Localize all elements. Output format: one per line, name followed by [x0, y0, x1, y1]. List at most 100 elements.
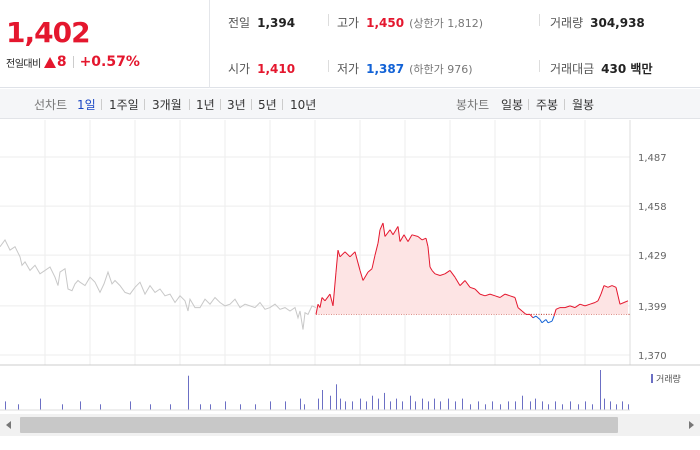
tab-1y[interactable]: 1년 [196, 98, 215, 112]
today-line-segment [459, 280, 466, 286]
stat-sub: (상한가 1,812) [409, 16, 483, 30]
volume-bar [515, 401, 516, 410]
divider [220, 99, 221, 110]
today-line-segment [324, 293, 331, 302]
today-line-segment [547, 320, 553, 324]
y-tick-label: 1,399 [638, 302, 667, 313]
volume-bar [80, 401, 81, 410]
today-line-segment [384, 229, 391, 237]
volume-bar [410, 395, 411, 410]
change-percent: +0.57% [79, 54, 140, 70]
volume-bar [390, 401, 391, 410]
tab-monthly[interactable]: 월봉 [572, 98, 595, 112]
price-box: 1,402 전일대비 8 +0.57% [0, 0, 210, 88]
divider [539, 60, 540, 72]
today-line-segment [411, 234, 419, 237]
today-line-segment [600, 285, 605, 295]
today-line-segment [329, 293, 334, 307]
today-line-segment [514, 297, 519, 308]
volume-bar [188, 375, 189, 410]
volume-bar [562, 404, 563, 410]
volume-bar [470, 404, 471, 410]
volume-bar [485, 404, 486, 410]
tab-daily[interactable]: 일봉 [501, 98, 524, 112]
chart-scrollbar [0, 414, 700, 436]
scroll-right-icon [689, 421, 694, 429]
divider [144, 99, 145, 110]
today-line-segment [315, 304, 319, 315]
today-line-segment [504, 293, 511, 297]
volume-bar [200, 404, 201, 410]
volume-chart: 거래량 [0, 370, 681, 411]
volume-bar [62, 404, 63, 410]
volume-bar [40, 398, 41, 410]
volume-bar [415, 401, 416, 410]
today-line-segment [574, 303, 581, 309]
tab-weekly[interactable]: 주봉 [536, 98, 559, 112]
stat-open: 시가 1,410 [228, 60, 295, 77]
volume-bar [548, 404, 549, 410]
stat-low: 저가 1,387 (하한가 976) [337, 60, 473, 77]
today-line-segment [399, 234, 405, 242]
stat-prev-close: 전일 1,394 [228, 14, 295, 31]
stat-value: 1,450 [366, 15, 405, 30]
tab-10y[interactable]: 10년 [290, 98, 317, 112]
volume-legend-label: 거래량 [656, 373, 681, 385]
today-line-segment [611, 285, 617, 288]
today-line-segment [607, 285, 613, 288]
divider [282, 99, 283, 110]
stat-label: 전일 [228, 16, 251, 30]
change-label: 전일대비 [6, 58, 41, 70]
today-line-segment [362, 271, 369, 281]
y-axis: 1,487 1,458 1,429 1,399 1,370 [638, 153, 667, 362]
today-line-segment [344, 251, 351, 258]
volume-bar [578, 404, 579, 410]
volume-bar [150, 404, 151, 410]
volume-bar [542, 401, 543, 410]
today-line-segment [529, 314, 534, 319]
volume-bar [622, 401, 623, 410]
today-line-segment [539, 319, 543, 324]
price-chart: 1,487 1,458 1,429 1,399 1,370 거래량 [0, 120, 700, 450]
volume-bar [434, 398, 435, 410]
stat-high: 고가 1,450 (상한가 1,812) [337, 14, 483, 31]
today-line-segment [397, 226, 401, 242]
today-line-segment [417, 236, 423, 241]
today-line-segment [532, 315, 537, 319]
stat-value: 1,387 [366, 61, 405, 76]
today-line-segment [449, 270, 456, 278]
volume-bar [304, 404, 305, 410]
volume-bar [422, 398, 423, 410]
volume-bar [428, 401, 429, 410]
divider [72, 56, 74, 68]
today-line-segment [584, 303, 591, 307]
today-line-segment [569, 305, 576, 309]
tab-3y[interactable]: 3년 [227, 98, 246, 112]
today-line-segment [579, 303, 586, 307]
current-price: 1,402 [6, 16, 91, 49]
today-area [316, 223, 628, 315]
volume-bar [366, 401, 367, 410]
tab-1w[interactable]: 1주일 [109, 98, 139, 112]
stat-volume: 거래량 304,938 [550, 14, 645, 31]
today-line-segment [517, 307, 523, 312]
volume-bar [130, 401, 131, 410]
tab-1d[interactable]: 1일 [77, 98, 96, 112]
scrollbar-thumb [20, 417, 618, 433]
stat-sub: (하한가 976) [409, 62, 473, 76]
tab-5y[interactable]: 5년 [258, 98, 277, 112]
today-line-segment [389, 229, 394, 236]
stat-value: 304,938 [590, 15, 645, 30]
tab-3m[interactable]: 3개월 [152, 98, 182, 112]
today-line-segment [337, 249, 341, 257]
stat-label: 고가 [337, 16, 360, 30]
chart-lines [0, 222, 630, 330]
volume-bar [616, 404, 617, 410]
volume-bar [500, 404, 501, 410]
chart-tabs-bar: 선차트 1일 1주일 3개월 1년 3년 5년 10년 봉차트 일봉 주봉 월봉 [0, 89, 700, 119]
volume-bar [18, 404, 19, 410]
volume-bar [555, 401, 556, 410]
chart-svg: 1,487 1,458 1,429 1,399 1,370 거래량 [0, 120, 700, 436]
today-line-segment [535, 315, 541, 320]
stat-label: 거래량 [550, 16, 584, 30]
